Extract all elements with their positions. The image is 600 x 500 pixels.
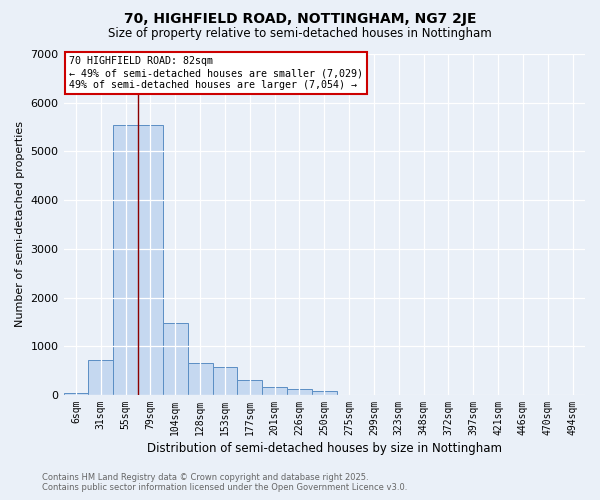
Text: 70 HIGHFIELD ROAD: 82sqm
← 49% of semi-detached houses are smaller (7,029)
49% o: 70 HIGHFIELD ROAD: 82sqm ← 49% of semi-d… bbox=[68, 56, 362, 90]
Bar bbox=[163, 323, 188, 395]
Bar bbox=[287, 389, 312, 395]
Text: Size of property relative to semi-detached houses in Nottingham: Size of property relative to semi-detach… bbox=[108, 28, 492, 40]
Bar bbox=[262, 387, 287, 395]
X-axis label: Distribution of semi-detached houses by size in Nottingham: Distribution of semi-detached houses by … bbox=[147, 442, 502, 455]
Text: Contains HM Land Registry data © Crown copyright and database right 2025.
Contai: Contains HM Land Registry data © Crown c… bbox=[42, 473, 407, 492]
Bar bbox=[212, 366, 238, 395]
Bar bbox=[312, 391, 337, 395]
Text: 70, HIGHFIELD ROAD, NOTTINGHAM, NG7 2JE: 70, HIGHFIELD ROAD, NOTTINGHAM, NG7 2JE bbox=[124, 12, 476, 26]
Bar bbox=[88, 360, 113, 395]
Bar bbox=[64, 392, 88, 395]
Bar bbox=[113, 124, 138, 395]
Bar bbox=[238, 380, 262, 395]
Bar bbox=[138, 124, 163, 395]
Bar bbox=[188, 364, 212, 395]
Y-axis label: Number of semi-detached properties: Number of semi-detached properties bbox=[15, 122, 25, 328]
